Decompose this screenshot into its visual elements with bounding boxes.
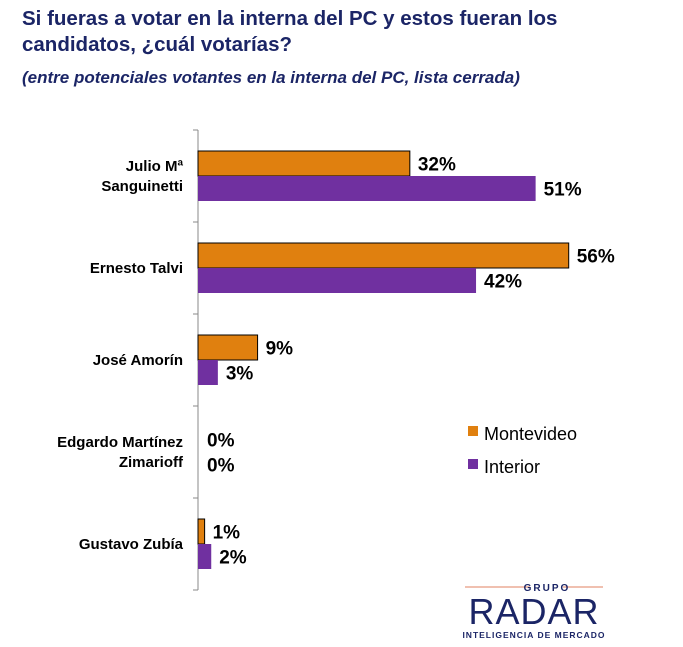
chart-title: Si fueras a votar en la interna del PC y… — [22, 7, 558, 56]
data-label: 1% — [213, 523, 241, 544]
category-label: José Amorín — [93, 352, 183, 369]
bar-montevideo — [197, 242, 570, 269]
bar-interior — [198, 176, 536, 201]
data-label: 0% — [207, 431, 235, 452]
bar-montevideo — [197, 334, 259, 361]
bar-montevideo — [197, 518, 206, 545]
bar-interior — [198, 268, 477, 293]
data-label: 9% — [266, 339, 294, 360]
data-label: 42% — [484, 272, 522, 293]
data-label: 51% — [544, 180, 582, 201]
legend-label: Montevideo — [484, 424, 577, 444]
bar-montevideo — [197, 150, 411, 177]
legend-swatch — [468, 459, 478, 469]
data-label: 2% — [219, 548, 247, 569]
category-label: Sanguinetti — [101, 178, 183, 195]
data-label: 0% — [207, 456, 235, 477]
legend-swatch — [468, 426, 478, 436]
category-label: Edgardo Martínez — [57, 434, 183, 451]
logo-bottom: INTELIGENCIA DE MERCADO — [462, 630, 605, 640]
category-label: Julio Mª — [126, 158, 184, 175]
logo-top: GRUPO — [524, 583, 571, 594]
category-label: Gustavo Zubía — [79, 536, 184, 553]
category-label: Ernesto Talvi — [90, 260, 183, 277]
data-label: 3% — [226, 364, 254, 385]
legend-label: Interior — [484, 457, 540, 477]
logo-main: RADAR — [468, 591, 599, 632]
chart-subtitle: (entre potenciales votantes en la intern… — [22, 68, 520, 87]
data-label: 56% — [577, 247, 615, 268]
bar-interior — [198, 360, 218, 385]
bar-interior — [198, 544, 212, 569]
data-label: 32% — [418, 155, 456, 176]
category-label: Zimarioff — [119, 454, 184, 471]
